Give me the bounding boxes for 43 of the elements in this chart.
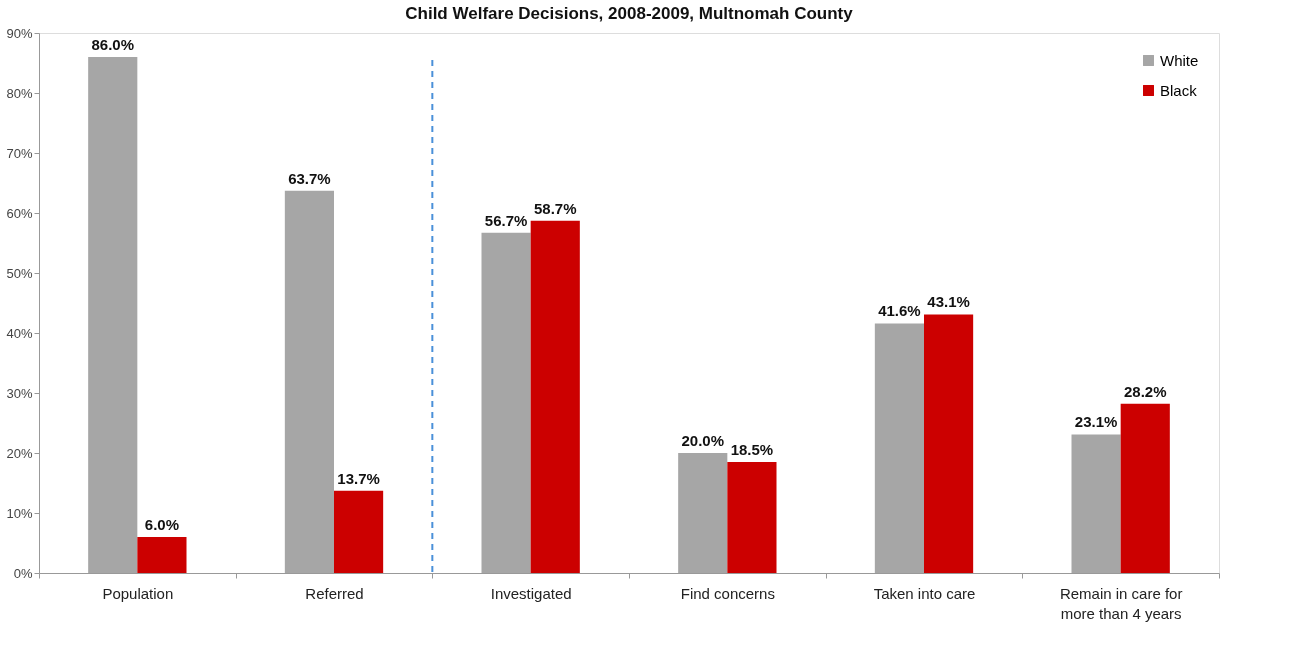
data-label: 13.7% xyxy=(337,469,380,487)
y-tick-label: 30% xyxy=(6,385,33,401)
data-label: 43.1% xyxy=(927,293,970,311)
bar xyxy=(88,57,138,573)
y-tick-label: 80% xyxy=(6,85,33,101)
y-tick-label: 60% xyxy=(6,205,33,221)
data-label: 63.7% xyxy=(288,169,331,187)
x-tick-label: Population xyxy=(102,584,174,602)
bar xyxy=(1071,434,1121,573)
x-tick-label: Referred xyxy=(305,584,364,602)
bar xyxy=(874,323,924,573)
y-tick-label: 40% xyxy=(6,325,33,341)
x-tick-label: Find concerns xyxy=(680,584,775,602)
y-tick-label: 50% xyxy=(6,265,33,281)
bar xyxy=(284,190,334,573)
data-label: 56.7% xyxy=(484,211,528,229)
bar xyxy=(481,232,531,573)
legend-label: Black xyxy=(1160,81,1198,99)
bar xyxy=(530,220,580,573)
data-label: 20.0% xyxy=(681,432,725,449)
x-tick-label: Taken into care xyxy=(873,584,976,602)
bar xyxy=(924,314,974,573)
data-label: 23.1% xyxy=(1074,413,1118,431)
legend-label: White xyxy=(1160,51,1199,69)
data-label: 18.5% xyxy=(730,441,774,458)
y-tick-label: 90% xyxy=(6,25,33,41)
data-label: 28.2% xyxy=(1123,382,1167,400)
data-label: 58.7% xyxy=(533,199,577,217)
y-tick-label: 20% xyxy=(6,445,33,461)
bar xyxy=(727,462,777,573)
data-label: 6.0% xyxy=(144,516,180,533)
y-tick-label: 70% xyxy=(6,145,33,161)
bar xyxy=(137,537,187,573)
bar xyxy=(334,490,384,573)
data-label: 41.6% xyxy=(878,302,921,320)
x-tick-label: Investigated xyxy=(490,584,572,602)
x-tick-label: Remain in care for more than 4 years xyxy=(1059,584,1183,622)
data-label: 86.0% xyxy=(91,36,135,53)
y-tick-label: 10% xyxy=(6,505,33,521)
y-tick-label: 0% xyxy=(13,565,33,581)
chart-title: Child Welfare Decisions, 2008-2009, Multnomah County xyxy=(405,4,854,23)
bar xyxy=(678,453,728,573)
bar xyxy=(1120,403,1170,573)
